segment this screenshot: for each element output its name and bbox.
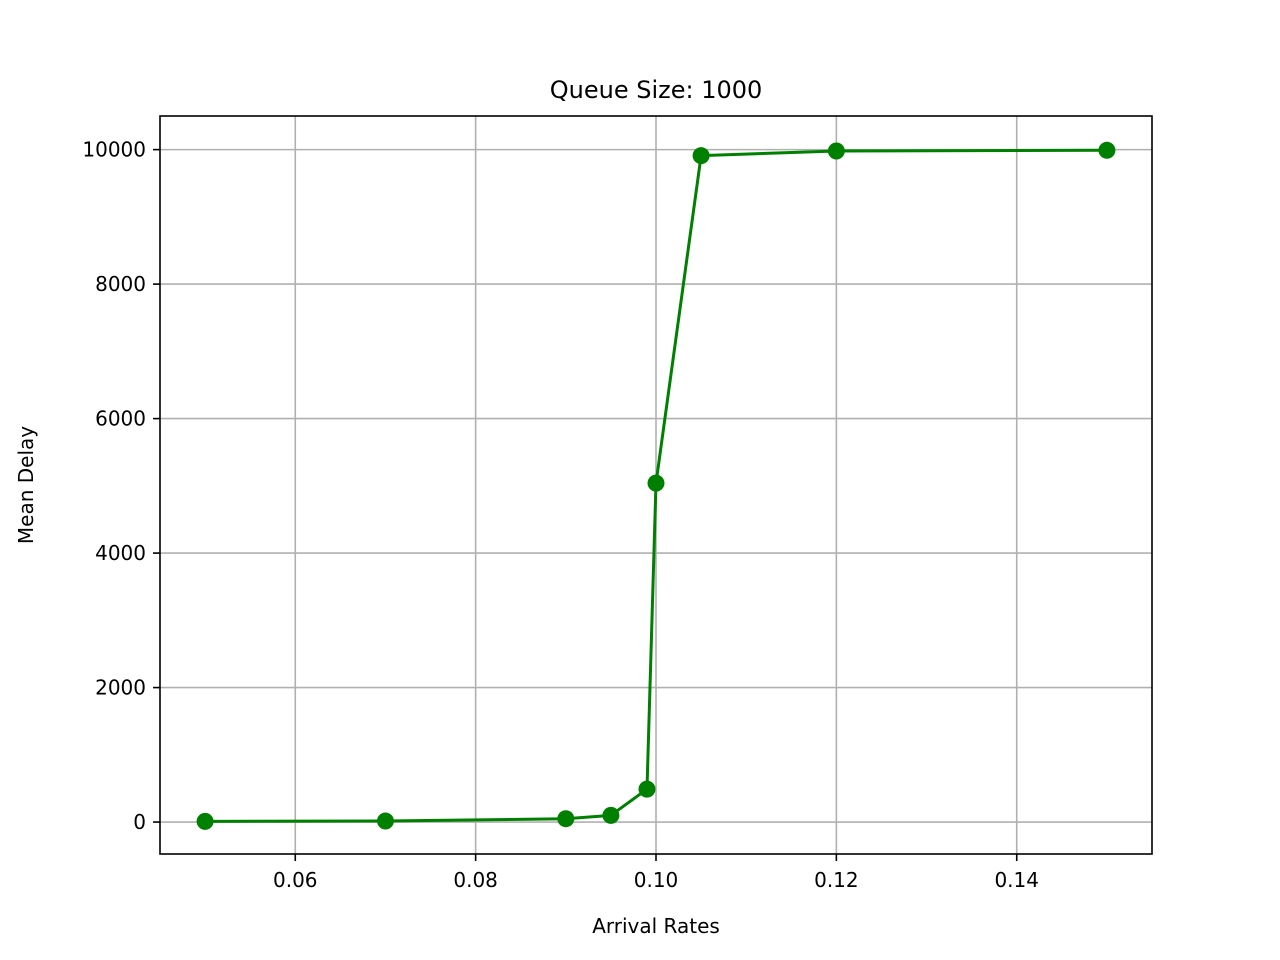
x-axis-label: Arrival Rates — [592, 914, 720, 938]
data-point — [638, 780, 656, 798]
data-point — [557, 810, 575, 828]
data-point — [1098, 141, 1116, 159]
ticks: 0.06 0.08 0.10 0.12 0.14 0 2000 4000 6000 8000 100… — [82, 138, 1039, 892]
x-tick-label: 0.10 — [634, 868, 679, 892]
y-tick-label: 2000 — [95, 676, 146, 700]
y-tick-label: 0 — [133, 810, 146, 834]
data-point — [647, 474, 665, 492]
data-point — [196, 812, 214, 830]
data-point — [692, 147, 710, 165]
x-tick-label: 0.12 — [814, 868, 859, 892]
series-layer — [196, 141, 1116, 830]
chart-title: Queue Size: 1000 — [550, 76, 763, 104]
y-tick-label: 4000 — [95, 541, 146, 565]
data-point — [376, 812, 394, 830]
x-tick-label: 0.14 — [994, 868, 1039, 892]
y-tick-label: 6000 — [95, 407, 146, 431]
data-point — [602, 806, 620, 824]
x-tick-label: 0.08 — [453, 868, 498, 892]
y-axis-label: Mean Delay — [14, 426, 38, 544]
y-tick-label: 10000 — [82, 138, 146, 162]
data-point — [827, 142, 845, 160]
x-tick-label: 0.06 — [273, 868, 318, 892]
y-tick-label: 8000 — [95, 272, 146, 296]
